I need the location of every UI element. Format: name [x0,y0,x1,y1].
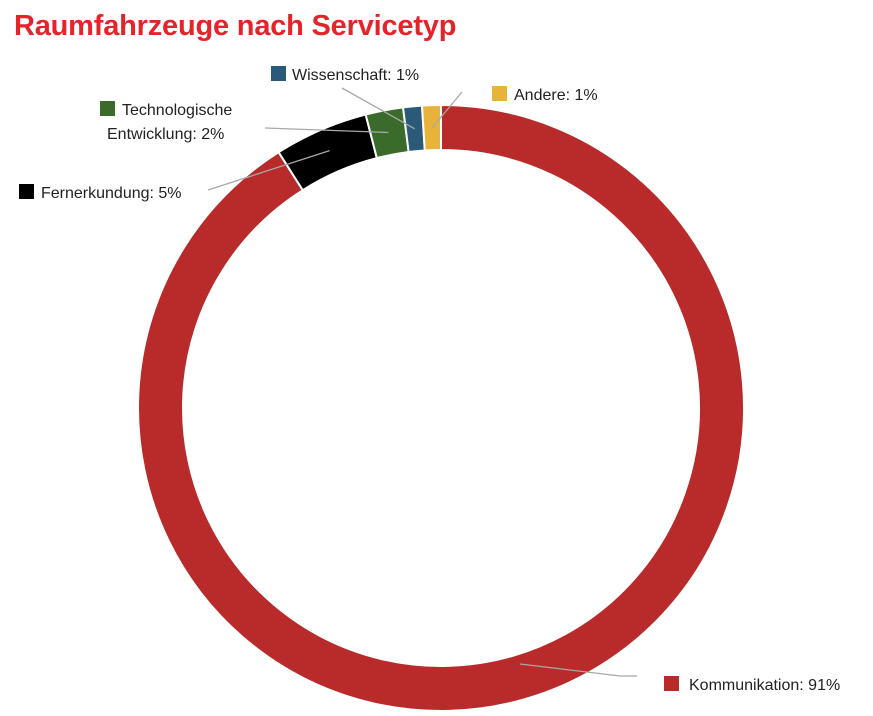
label-andere: Andere: 1% [514,87,598,104]
legend-swatch-andere [492,86,507,101]
legend-swatch-technologische-entwicklung [100,101,115,116]
chart-title: Raumfahrzeuge nach Servicetyp [14,10,457,42]
label-technologische-line1: Technologische [122,102,232,119]
label-fernerkundung: Fernerkundung: 5% [41,185,182,202]
legend-swatch-fernerkundung [19,184,34,199]
leader-line-kommunikation [519,663,637,677]
label-kommunikation: Kommunikation: 91% [689,677,840,694]
leader-line-technologische-entwicklung [264,127,389,134]
leader-lines [207,87,637,677]
legend-swatch-wissenschaft [271,66,286,81]
slice-andere [420,103,442,152]
label-wissenschaft: Wissenschaft: 1% [292,67,419,84]
leader-line-andere [431,91,463,129]
donut-slices [137,103,745,712]
slice-kommunikation [137,103,745,712]
legend-swatch-kommunikation [664,676,679,691]
leader-line-wissenschaft [341,87,415,130]
leader-line-fernerkundung [207,149,330,191]
label-technologische-line2: Entwicklung: 2% [107,126,224,143]
